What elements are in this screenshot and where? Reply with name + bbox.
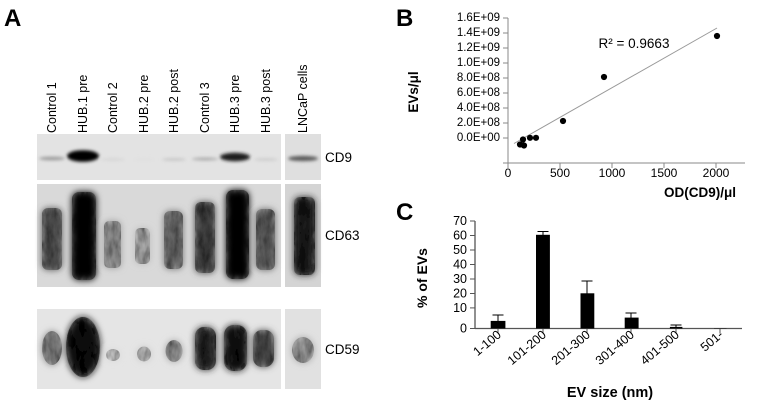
svg-text:40: 40	[453, 258, 467, 272]
svg-text:401-500: 401-500	[638, 328, 682, 368]
svg-text:20: 20	[453, 287, 467, 301]
svg-text:0: 0	[460, 322, 467, 336]
svg-text:% of EVs: % of EVs	[414, 248, 430, 308]
svg-text:10: 10	[453, 301, 467, 315]
svg-text:60: 60	[453, 229, 467, 243]
svg-text:70: 70	[453, 214, 467, 228]
svg-text:301-400: 301-400	[593, 328, 637, 368]
svg-text:30: 30	[453, 272, 467, 286]
svg-text:101-200: 101-200	[505, 328, 549, 368]
svg-text:501-: 501-	[698, 328, 726, 355]
svg-text:50: 50	[453, 243, 467, 257]
svg-text:201-300: 201-300	[549, 328, 593, 368]
svg-text:EV size (nm): EV size (nm)	[567, 385, 653, 401]
svg-text:1-100: 1-100	[470, 328, 504, 359]
